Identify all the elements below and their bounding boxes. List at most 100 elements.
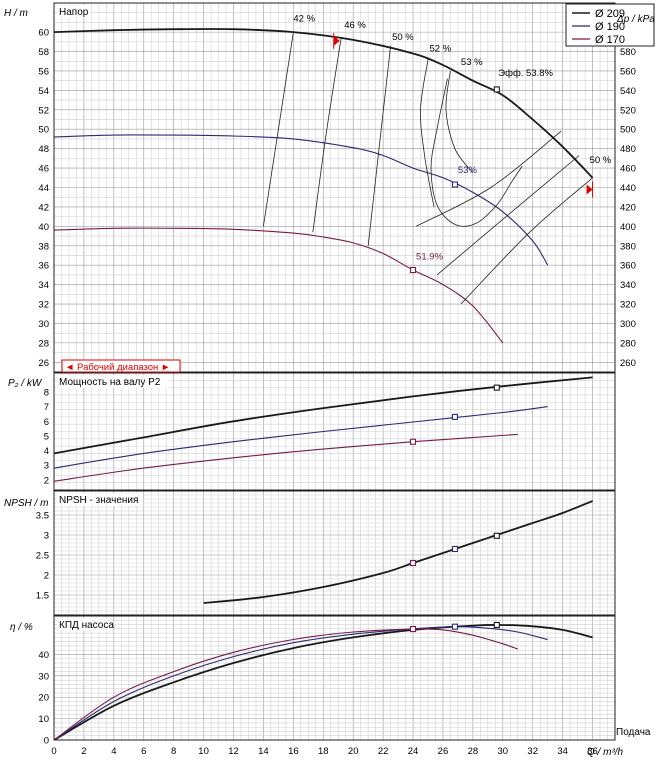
eff-title-bg [57, 618, 111, 631]
range-marker-left [333, 35, 340, 46]
head-y-tick-label: 46 [38, 164, 49, 175]
head-curve-d170 [53, 227, 504, 344]
npsh-y-axis-label: NPSH / m [4, 498, 48, 509]
head-y2-tick-label: 300 [620, 319, 636, 330]
efficiency-label: 53% [458, 165, 478, 176]
iso-efficiency-line [263, 32, 294, 227]
iso-efficiency-line [415, 130, 562, 227]
legend-item-d170: Ø 170 [595, 34, 625, 46]
head-y2-tick-label: 480 [620, 144, 636, 155]
power-y-tick-label: 2 [44, 475, 49, 486]
npsh-y-tick-label: 2.5 [36, 551, 49, 562]
iso-efficiency-line [436, 155, 580, 276]
power-y-tick-label: 3 [44, 461, 49, 472]
x-tick-label: 28 [468, 746, 479, 757]
head-curve-d190 [53, 134, 549, 266]
x-axis-label: Q / m³/h [587, 747, 624, 758]
head-operating-point [409, 266, 417, 274]
iso-efficiency-line [445, 70, 474, 174]
head-y-tick-label: 42 [38, 202, 49, 213]
npsh-title-bg [57, 493, 143, 506]
head-y2-tick-label: 540 [620, 86, 636, 97]
power-operating-point [409, 438, 417, 445]
power-y-tick-label: 5 [44, 431, 49, 442]
power-panel-frame [53, 372, 616, 491]
power-curve-d170 [53, 433, 518, 482]
head-y2-tick-label: 560 [620, 66, 636, 77]
head-y2-axis-label: Δp / kPa [616, 14, 655, 25]
panel-frames [53, 2, 616, 741]
head-y2-tick-label: 280 [620, 338, 636, 349]
head-y-tick-label: 38 [38, 241, 49, 252]
x-tick-label: 0 [51, 746, 56, 757]
power-y-axis-label: P₂ / kW [8, 378, 43, 389]
head-operating-point [451, 181, 458, 188]
range-marker-right [586, 184, 593, 195]
npsh-panel-frame [53, 490, 616, 616]
npsh-operating-point [409, 559, 417, 567]
head-y2-tick-label: 520 [620, 105, 636, 116]
label-layer: 2628303234363840424446485052545658602345… [36, 13, 636, 757]
power-curve-d190 [53, 406, 548, 469]
efficiency-label: 53 % [461, 57, 483, 68]
eff-y-tick-label: 20 [38, 693, 49, 704]
legend-item-d190: Ø 190 [595, 21, 625, 33]
operating-range-label: ◄ Рабочий диапазон ► [65, 362, 170, 373]
head-curve-d209 [53, 28, 594, 179]
head-y2-tick-label: 260 [620, 358, 636, 369]
x-tick-label: 2 [81, 746, 86, 757]
x-tick-label: 22 [378, 746, 389, 757]
head-y-tick-label: 44 [38, 183, 49, 194]
x-tick-label: 14 [258, 746, 269, 757]
power-y-tick-label: 7 [44, 402, 49, 413]
head-y2-tick-label: 400 [620, 222, 636, 233]
x-axis-extra-label: Подача [616, 727, 651, 738]
npsh-y-tick-label: 3.5 [36, 511, 49, 522]
head-y-tick-label: 36 [38, 261, 49, 272]
x-tick-label: 36 [587, 746, 598, 757]
eff-y-tick-label: 0 [44, 736, 49, 747]
head-y-tick-label: 54 [38, 86, 49, 97]
head-y2-tick-label: 500 [620, 125, 636, 136]
npsh-curve-d209 [203, 500, 593, 604]
power-operating-point [451, 413, 458, 420]
head-y-tick-label: 58 [38, 47, 49, 58]
power-y-tick-label: 6 [44, 417, 49, 428]
npsh-y-tick-label: 1.5 [36, 591, 49, 602]
grid-lines [53, 2, 616, 741]
npsh-operating-point [451, 545, 458, 553]
eff-y-tick-label: 40 [38, 650, 49, 661]
head-y2-tick-label: 340 [620, 280, 636, 291]
eff-panel-frame [53, 615, 616, 741]
legend: Ø 209 Ø 190 Ø 170 [565, 3, 655, 47]
npsh-operating-point [493, 532, 500, 539]
eff-panel-title: КПД насоса [59, 620, 114, 631]
efficiency-label: 50 % [590, 155, 612, 166]
efficiency-label: Эфф. 53.8% [498, 68, 553, 79]
iso-efficiency-line [420, 59, 435, 207]
head-y-tick-label: 60 [38, 28, 49, 39]
eff-operating-point [451, 623, 458, 630]
power-y-tick-label: 4 [44, 446, 49, 457]
eff-y-axis-label: η / % [10, 622, 33, 633]
efficiency-island-line [430, 78, 523, 227]
x-tick-label: 12 [228, 746, 239, 757]
efficiency-label: 42 % [293, 13, 315, 24]
eff-operating-point [493, 621, 500, 629]
head-y-tick-label: 50 [38, 125, 49, 136]
power-curve-d209 [53, 376, 593, 455]
efficiency-label: 52 % [429, 44, 451, 55]
x-tick-label: 10 [198, 746, 209, 757]
iso-efficiency-line [367, 45, 391, 246]
head-y-axis-label: H / m [4, 8, 28, 19]
x-tick-label: 30 [498, 746, 509, 757]
head-title-bg [57, 5, 91, 18]
x-tick-label: 24 [408, 746, 419, 757]
power-title-bg [57, 375, 169, 388]
head-y2-tick-label: 460 [620, 164, 636, 175]
head-y2-tick-label: 420 [620, 202, 636, 213]
power-y-tick-label: 8 [44, 388, 49, 399]
iso-efficiency-line [312, 37, 342, 233]
